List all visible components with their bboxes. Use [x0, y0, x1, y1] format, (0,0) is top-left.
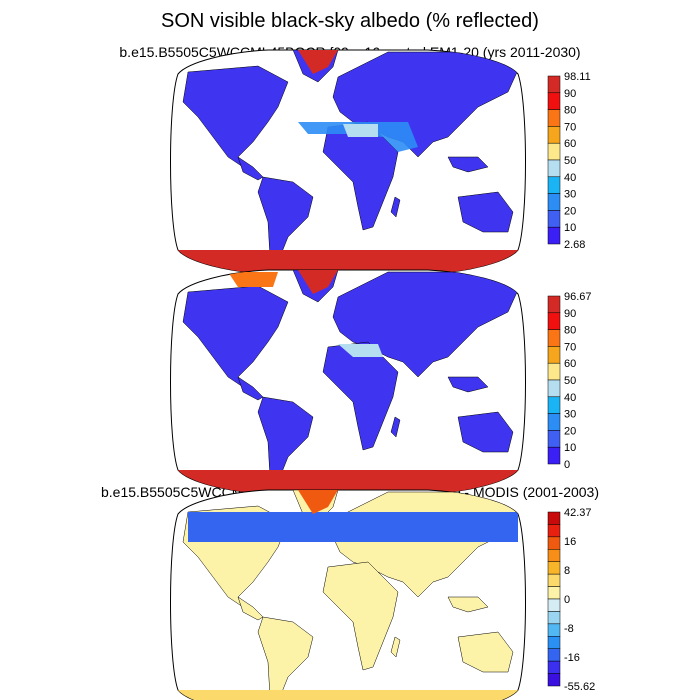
colorbar-swatch [547, 193, 561, 211]
colorbar-swatch [547, 159, 561, 178]
colorbar-label: 2.68 [564, 239, 585, 251]
colorbar-swatch [547, 226, 561, 245]
colorbar-swatch [547, 126, 561, 144]
panel-3-colorbar: 42.37 16 8 0 -8 -16 -55.62 [547, 507, 595, 693]
colorbar-swatch [547, 573, 561, 587]
colorbar-swatch [547, 611, 561, 625]
colorbar-label: 50 [564, 375, 576, 387]
colorbar-swatch [547, 561, 561, 575]
colorbar-swatch [547, 362, 561, 381]
colorbar-swatch [547, 673, 561, 687]
panel-3-map [170, 489, 526, 700]
colorbar-label: 10 [564, 222, 576, 234]
colorbar-label: 70 [564, 121, 576, 133]
colorbar-swatch [547, 413, 561, 431]
colorbar-swatch [547, 648, 561, 662]
colorbar-label: 20 [564, 205, 576, 217]
colorbar-label: 60 [564, 358, 576, 370]
colorbar-label: 20 [564, 425, 576, 437]
colorbar-label: 96.67 [564, 291, 592, 303]
colorbar-label: 8 [564, 565, 570, 577]
colorbar-swatch [547, 660, 561, 674]
colorbar-label: 30 [564, 409, 576, 421]
colorbar-label: 30 [564, 189, 576, 201]
panel-2-colorbar: 96.67 90 80 70 60 50 40 30 20 10 0 [547, 291, 592, 471]
colorbar-swatch [547, 142, 561, 161]
colorbar-swatch [547, 346, 561, 364]
colorbar-swatch [547, 92, 561, 110]
colorbar-swatch [547, 598, 561, 612]
colorbar-label: 0 [564, 594, 570, 606]
colorbar-swatch [547, 511, 561, 525]
colorbar-swatch [547, 536, 561, 550]
colorbar-label: 10 [564, 442, 576, 454]
panel-2-map [170, 269, 526, 495]
panel-1-map [170, 49, 526, 275]
colorbar-label: -55.62 [564, 681, 595, 693]
colorbar-label: 16 [564, 536, 576, 548]
colorbar-swatch [547, 176, 561, 194]
colorbar-swatch [547, 396, 561, 414]
colorbar-swatch [547, 109, 561, 127]
colorbar-label: 40 [564, 172, 576, 184]
colorbar-swatch [547, 549, 561, 562]
colorbar-label: 42.37 [564, 507, 592, 519]
colorbar-swatch [547, 446, 561, 465]
colorbar-label: -8 [564, 623, 574, 635]
colorbar-swatch [547, 430, 561, 448]
panel-1-colorbar: 98.11 90 80 70 60 50 40 30 20 10 2.68 [547, 71, 591, 251]
colorbar-label: -16 [564, 652, 580, 664]
colorbar-label: 80 [564, 325, 576, 337]
figure-title: SON visible black-sky albedo (% reflecte… [161, 10, 539, 32]
colorbar-label: 0 [564, 459, 570, 471]
colorbar-swatch [547, 295, 561, 314]
colorbar-swatch [547, 636, 561, 649]
colorbar-swatch [547, 312, 561, 330]
colorbar-swatch [547, 329, 561, 347]
colorbar-label: 50 [564, 155, 576, 167]
colorbar-label: 40 [564, 392, 576, 404]
colorbar-swatch [547, 75, 561, 94]
colorbar-label: 80 [564, 105, 576, 117]
colorbar-label: 60 [564, 138, 576, 150]
colorbar-label: 90 [564, 88, 576, 100]
colorbar-label: 70 [564, 341, 576, 353]
colorbar-label: 98.11 [564, 71, 591, 83]
colorbar-label: 90 [564, 308, 576, 320]
colorbar-swatch [547, 586, 561, 600]
colorbar-swatch [547, 524, 561, 538]
colorbar-swatch [547, 379, 561, 398]
colorbar-swatch [547, 623, 561, 637]
colorbar-swatch [547, 210, 561, 228]
